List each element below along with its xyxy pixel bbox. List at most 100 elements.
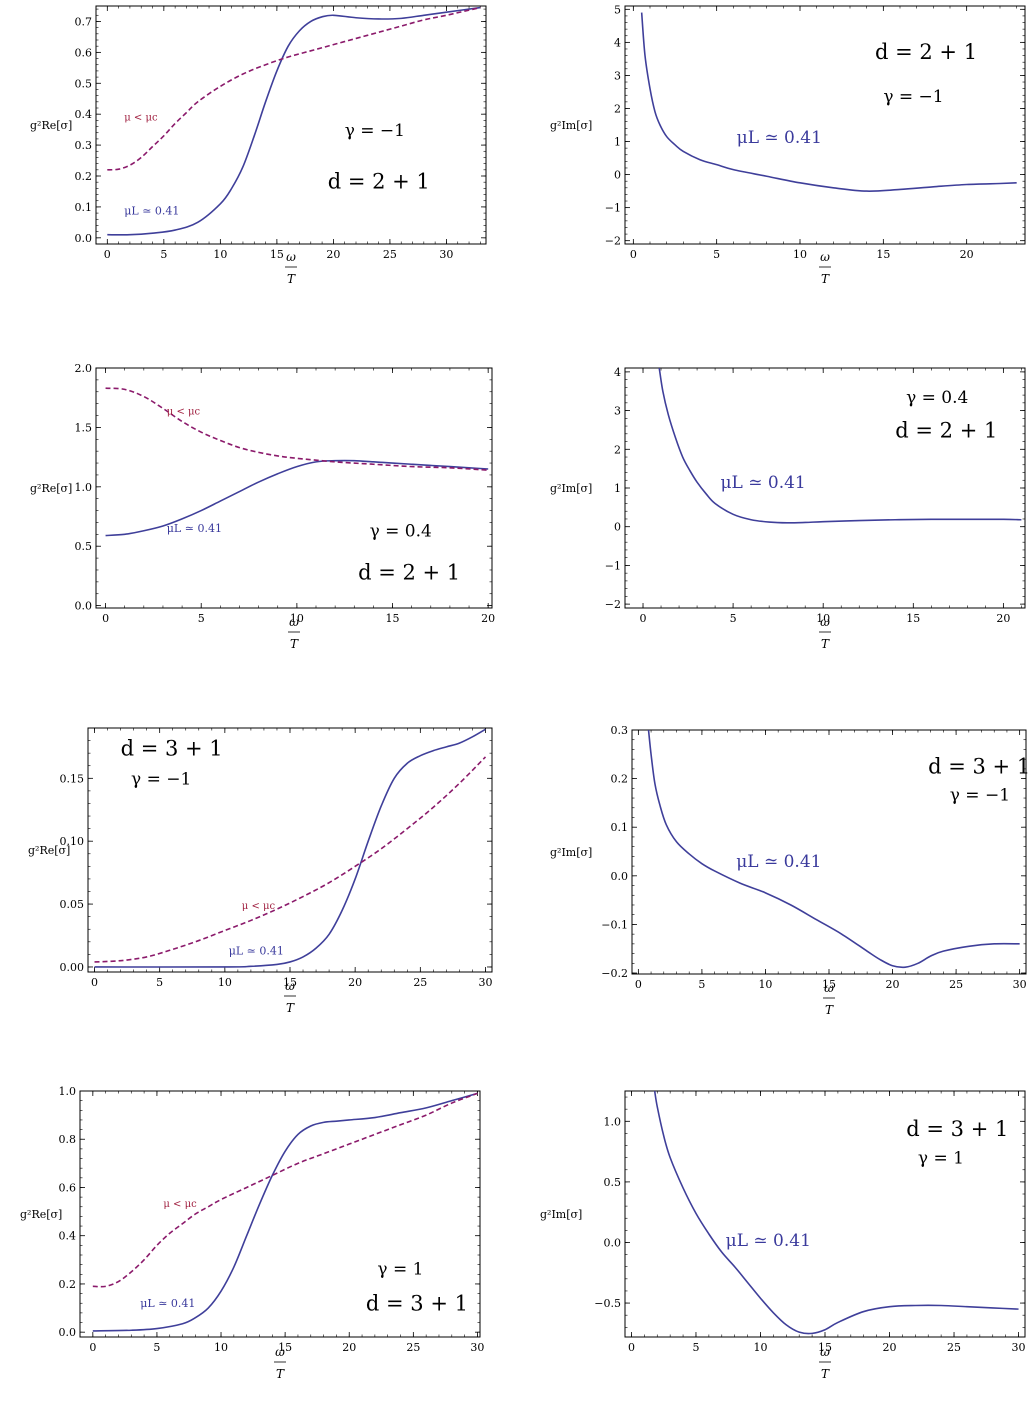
series-line-mu-l-041	[105, 459, 489, 537]
y-tick-label: 0.0	[59, 1326, 77, 1339]
x-tick-label: 15	[278, 1341, 292, 1354]
y-tick-label: 0.0	[75, 232, 93, 245]
y-tick-label: 0	[614, 169, 621, 182]
annotation-label: μL ≃ 0.41	[726, 1231, 811, 1251]
y-tick-label: 0.1	[75, 201, 93, 214]
x-tick-label: 5	[692, 1341, 699, 1354]
y-tick-label: 0.5	[604, 1176, 622, 1189]
series-line-mu-less-than-muc	[94, 756, 487, 963]
y-tick-label: 2	[614, 443, 621, 456]
chart-panel-p6: 0 5 10 15 20 25 30 −0.2 −0.1 0.0 0.1 0.2 0.3 g²Im[σ] ω…	[550, 724, 1030, 1017]
annotation-label: γ = 0.4	[906, 388, 968, 408]
y-tick-label: 0.5	[75, 77, 93, 90]
x-axis-label-denominator: T	[825, 1003, 834, 1017]
x-axis-label-denominator: T	[276, 1367, 285, 1381]
plot-frame	[95, 367, 493, 609]
x-tick-label: 0	[91, 976, 98, 989]
x-axis-label-denominator: T	[287, 272, 296, 286]
x-tick-label: 30	[1013, 978, 1027, 991]
x-tick-label: 25	[949, 978, 963, 991]
x-tick-label: 25	[406, 1341, 420, 1354]
y-tick-label: 1.5	[75, 421, 93, 434]
y-tick-label: 3	[614, 405, 621, 418]
x-tick-label: 0	[89, 1341, 96, 1354]
series-line-mu-l-041	[640, 12, 1017, 192]
y-tick-label: 1	[614, 136, 621, 149]
y-tick-label: 0.00	[60, 961, 85, 974]
y-tick-label: 0.8	[59, 1133, 77, 1146]
chart-panel-p4: 0 5 10 15 20 −2 −1 0 1 2 3 4 g²Im[σ] ωTγ = 0.4 d = 2 +…	[550, 366, 1026, 651]
y-tick-label: −0.1	[601, 918, 628, 931]
annotation-label: γ = 1	[918, 1149, 964, 1169]
x-axis-label-numerator: ω	[289, 615, 299, 629]
x-tick-label: 20	[342, 1341, 356, 1354]
series-line-mu-l-041	[658, 368, 1022, 524]
x-axis-label-denominator: T	[290, 637, 299, 651]
x-tick-label: 30	[478, 976, 492, 989]
x-axis-label-denominator: T	[821, 637, 830, 651]
annotation-label: d = 3 + 1	[366, 1291, 468, 1315]
y-tick-label: 0.7	[75, 15, 93, 28]
y-tick-label: 0.3	[611, 724, 629, 737]
x-tick-label: 0	[635, 978, 642, 991]
y-tick-label: 5	[614, 3, 621, 16]
x-tick-label: 10	[816, 612, 830, 625]
y-tick-label: 0.4	[59, 1230, 77, 1243]
x-tick-label: 5	[698, 978, 705, 991]
x-axis-label-numerator: ω	[824, 981, 834, 995]
x-tick-label: 15	[818, 1341, 832, 1354]
x-tick-label: 20	[883, 1341, 897, 1354]
y-tick-label: 0.3	[75, 139, 93, 152]
annotation-label: γ = 0.4	[370, 522, 432, 542]
y-tick-label: 2	[614, 102, 621, 115]
y-axis-label: g²Re[σ]	[30, 119, 72, 132]
series-line-mu-l-041	[107, 6, 481, 236]
annotation-label: μ < μc	[242, 901, 276, 912]
x-tick-label: 25	[383, 248, 397, 261]
y-tick-label: −0.5	[594, 1297, 621, 1310]
annotation-label: d = 2 + 1	[328, 169, 430, 193]
series-line-mu-l-041	[92, 1092, 478, 1332]
y-tick-label: −1	[605, 559, 621, 572]
x-tick-label: 10	[213, 248, 227, 261]
y-tick-label: −0.2	[601, 967, 628, 980]
x-axis-label-numerator: ω	[820, 1345, 830, 1359]
y-tick-label: 4	[614, 366, 621, 379]
y-tick-label: 0.6	[75, 46, 93, 59]
x-tick-label: 30	[470, 1341, 484, 1354]
x-axis-label-numerator: ω	[820, 615, 830, 629]
x-tick-label: 20	[960, 248, 974, 261]
y-tick-label: 0.5	[75, 540, 93, 553]
x-tick-label: 30	[439, 248, 453, 261]
x-tick-label: 5	[713, 248, 720, 261]
annotation-label: d = 3 + 1	[928, 755, 1030, 779]
x-tick-label: 15	[386, 612, 400, 625]
y-tick-label: 0.10	[60, 835, 85, 848]
y-tick-label: 1.0	[59, 1085, 77, 1098]
chart-panel-p3: 0 5 10 15 20 0.0 0.5 1.0 1.5 2.0 g²Re[σ] ωTμ < μc μL…	[30, 362, 495, 651]
x-tick-label: 10	[218, 976, 232, 989]
x-tick-label: 5	[153, 1341, 160, 1354]
y-tick-label: 0.0	[604, 1236, 622, 1249]
plot-frame	[95, 5, 487, 245]
x-tick-label: 0	[630, 248, 637, 261]
annotation-label: γ = −1	[950, 785, 1010, 805]
y-tick-label: 4	[614, 36, 621, 49]
y-tick-label: 0.0	[611, 870, 629, 883]
series-line-mu-less-than-muc	[92, 1092, 478, 1288]
annotation-label: μL ≃ 0.41	[737, 128, 822, 148]
x-tick-label: 20	[481, 612, 495, 625]
x-tick-label: 10	[758, 978, 772, 991]
x-axis-label-numerator: ω	[275, 1345, 285, 1359]
x-tick-label: 5	[160, 248, 167, 261]
series-line-mu-l-041	[647, 730, 1020, 969]
x-tick-label: 20	[886, 978, 900, 991]
y-tick-label: 0.2	[59, 1278, 77, 1291]
x-axis-label-denominator: T	[821, 1367, 830, 1381]
series-line-mu-less-than-muc	[105, 387, 489, 471]
x-tick-label: 5	[156, 976, 163, 989]
x-tick-label: 15	[906, 612, 920, 625]
y-axis-label: g²Im[σ]	[550, 119, 592, 132]
x-tick-label: 15	[822, 978, 836, 991]
annotation-label: d = 3 + 1	[906, 1117, 1008, 1141]
